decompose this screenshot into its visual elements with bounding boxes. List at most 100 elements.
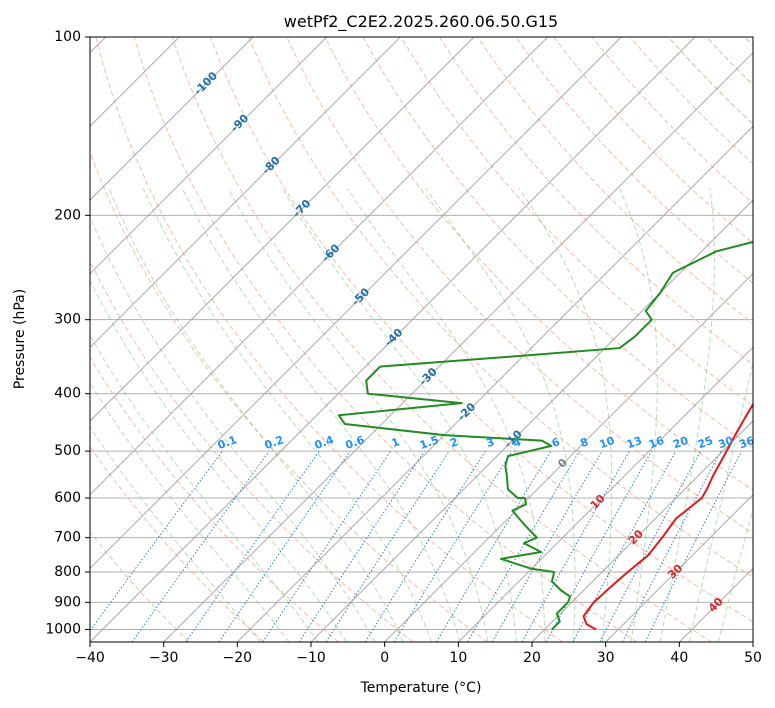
isotherm-line xyxy=(236,125,753,642)
moist-adiabats xyxy=(90,187,753,642)
dry-adiabat-line xyxy=(90,445,264,642)
chart-title: wetPf2_C2E2.2025.260.06.50.G15 xyxy=(284,12,558,32)
mixing-ratio-line xyxy=(572,450,677,642)
plot-frame xyxy=(89,36,754,643)
dry-adiabat-line xyxy=(553,37,753,244)
moist-adiabat-line xyxy=(618,188,658,642)
dry-adiabat-line xyxy=(744,37,753,47)
x-tick-label: −30 xyxy=(149,650,179,666)
mixing-ratio-label: 6 xyxy=(550,435,562,450)
moist-adiabat-line xyxy=(90,279,347,642)
x-tick-label: −10 xyxy=(296,650,326,666)
dry-adiabat-line xyxy=(515,37,753,284)
dry-adiabat-line xyxy=(90,150,488,642)
mixing-ratio-label: 20 xyxy=(671,434,690,452)
mixing-ratio-label: 0.2 xyxy=(263,433,286,452)
y-axis-label: Pressure (hPa) xyxy=(12,289,28,389)
dry-adiabat-line xyxy=(90,259,414,642)
dry-adiabat-line xyxy=(171,37,712,642)
mixing-ratio-label: 16 xyxy=(647,434,666,452)
mixing-ratio-line xyxy=(131,450,270,642)
isotherm-line xyxy=(310,199,753,642)
mixing-ratio-label: 0.1 xyxy=(216,433,239,452)
moist-adiabat-line xyxy=(90,215,376,642)
mixing-ratio-label: 36 xyxy=(737,434,756,452)
y-tick-label: 600 xyxy=(54,490,81,506)
y-tick-label: 700 xyxy=(54,530,81,546)
isotherm-line xyxy=(605,493,753,642)
y-tick-label: 1000 xyxy=(45,621,81,637)
y-tick-label: 800 xyxy=(54,564,81,580)
isotherm-label: -60 xyxy=(319,241,342,264)
x-tick-label: 0 xyxy=(380,650,389,666)
x-tick-label: 50 xyxy=(744,650,762,666)
moist-adiabat-line xyxy=(425,187,576,642)
mixing-ratio-line xyxy=(545,450,653,642)
mixing-ratio-line xyxy=(599,450,701,642)
isotherm-line xyxy=(90,37,475,422)
mixing-ratio-line xyxy=(90,450,223,632)
dry-adiabat-line xyxy=(95,37,563,642)
dry-adiabat-line xyxy=(324,37,753,491)
x-tick-label: 10 xyxy=(449,650,467,666)
y-tick-label: 100 xyxy=(54,29,81,45)
temperature-profile-line xyxy=(582,402,753,631)
x-tick-label: −20 xyxy=(223,650,253,666)
dry-adiabat-line xyxy=(210,37,753,623)
moist-adiabat-line xyxy=(142,188,432,642)
y-tick-label: 200 xyxy=(54,207,81,223)
dry-adiabat-line xyxy=(439,37,753,366)
y-tick-label: 300 xyxy=(54,312,81,328)
mixing-ratio-label: 1 xyxy=(390,435,402,450)
moist-adiabat-line xyxy=(181,188,461,642)
dry-adiabat-line xyxy=(477,37,753,325)
isotherm-label: 30 xyxy=(665,561,685,581)
mixing-ratio-line xyxy=(621,450,722,642)
sounding-profiles xyxy=(337,240,753,631)
x-tick-label: 30 xyxy=(597,650,615,666)
y-tick-label: 900 xyxy=(54,594,81,610)
isotherm-line xyxy=(90,37,401,349)
mixing-ratio-line xyxy=(393,450,513,642)
moist-adiabat-line xyxy=(90,334,319,642)
isotherm-line xyxy=(90,37,549,496)
dry-adiabat-line xyxy=(90,356,339,642)
isotherm-line xyxy=(752,641,753,642)
isotherm-line xyxy=(90,37,696,642)
dry-adiabat-line xyxy=(90,531,190,642)
mixing-ratio-label: 0.4 xyxy=(313,433,336,452)
dry-adiabat-line xyxy=(400,37,753,407)
moist-adiabat-line xyxy=(108,188,404,642)
mixing-ratio-label: 2 xyxy=(448,435,460,450)
mixing-ratio-label: 30 xyxy=(716,434,735,452)
mixing-ratio-line xyxy=(325,450,450,642)
y-tick-label: 500 xyxy=(54,443,81,459)
isotherm-label: -90 xyxy=(228,111,251,134)
isotherm-line xyxy=(90,37,254,201)
x-tick-label: 40 xyxy=(670,650,688,666)
isotherm-line xyxy=(90,37,622,570)
dry-adiabat-line xyxy=(133,37,638,642)
mixing-ratio-line xyxy=(298,450,425,642)
isopleth-labels: -100-90-80-70-60-50-40-30-20-10010203040… xyxy=(191,69,756,615)
mixing-ratio-label: 8 xyxy=(578,435,590,450)
moist-adiabat-line xyxy=(688,359,753,642)
pressure-gridlines xyxy=(90,37,753,630)
mixing-ratio-label: 0.6 xyxy=(344,433,367,452)
isotherm-line xyxy=(90,37,328,275)
isotherm-line xyxy=(457,346,753,642)
x-tick-label: 20 xyxy=(523,650,541,666)
moist-adiabat-line xyxy=(518,187,613,642)
mixing-ratio-line xyxy=(467,450,580,642)
dry-adiabat-line xyxy=(248,37,753,578)
mixing-ratio-label: 3 xyxy=(484,435,496,450)
isotherm-line xyxy=(531,420,753,642)
mixing-ratio-line xyxy=(218,450,351,642)
mixing-ratio-line xyxy=(435,450,552,642)
dry-adiabat-line xyxy=(706,37,753,86)
dry-adiabats xyxy=(90,37,753,642)
y-tick-label: 400 xyxy=(54,386,81,402)
mixing-ratio-line xyxy=(364,450,486,642)
dry-adiabat-line xyxy=(362,37,753,449)
isotherm-line xyxy=(163,51,753,642)
